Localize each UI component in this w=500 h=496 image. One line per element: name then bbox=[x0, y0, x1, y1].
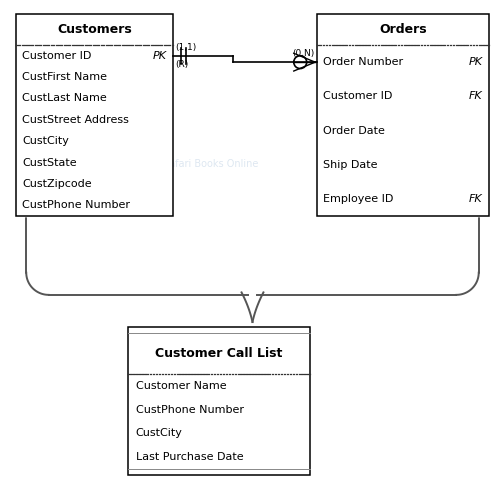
Text: (1,1): (1,1) bbox=[176, 43, 197, 52]
Text: CustZipcode: CustZipcode bbox=[22, 179, 92, 189]
Text: FK: FK bbox=[469, 91, 482, 101]
Text: Customer ID: Customer ID bbox=[323, 91, 392, 101]
Text: CustPhone Number: CustPhone Number bbox=[22, 200, 130, 210]
Text: PK: PK bbox=[468, 57, 482, 67]
FancyBboxPatch shape bbox=[16, 14, 173, 216]
Text: Customer ID: Customer ID bbox=[22, 51, 92, 61]
Text: Order Date: Order Date bbox=[323, 125, 385, 135]
Text: Last Purchase Date: Last Purchase Date bbox=[136, 452, 244, 462]
Text: Order Number: Order Number bbox=[323, 57, 403, 67]
Text: (R): (R) bbox=[176, 60, 188, 68]
Text: PK: PK bbox=[153, 51, 167, 61]
Text: Customers: Customers bbox=[57, 23, 132, 36]
Text: CustFirst Name: CustFirst Name bbox=[22, 72, 107, 82]
Text: Employee ID: Employee ID bbox=[323, 194, 394, 204]
Text: CustState: CustState bbox=[22, 158, 77, 168]
Text: CustPhone Number: CustPhone Number bbox=[136, 405, 244, 415]
Text: (0,N): (0,N) bbox=[292, 49, 314, 58]
Text: CustStreet Address: CustStreet Address bbox=[22, 115, 129, 125]
FancyBboxPatch shape bbox=[128, 327, 310, 475]
Text: Customer Call List: Customer Call List bbox=[155, 347, 282, 360]
FancyBboxPatch shape bbox=[317, 14, 488, 216]
Text: Customer Name: Customer Name bbox=[136, 381, 226, 391]
Text: Orders: Orders bbox=[379, 23, 426, 36]
Text: CustCity: CustCity bbox=[136, 429, 182, 438]
Text: CustLast Name: CustLast Name bbox=[22, 93, 107, 104]
Text: Safari Books Online: Safari Books Online bbox=[162, 159, 258, 169]
Text: CustCity: CustCity bbox=[22, 136, 69, 146]
Text: FK: FK bbox=[469, 194, 482, 204]
Text: Ship Date: Ship Date bbox=[323, 160, 378, 170]
